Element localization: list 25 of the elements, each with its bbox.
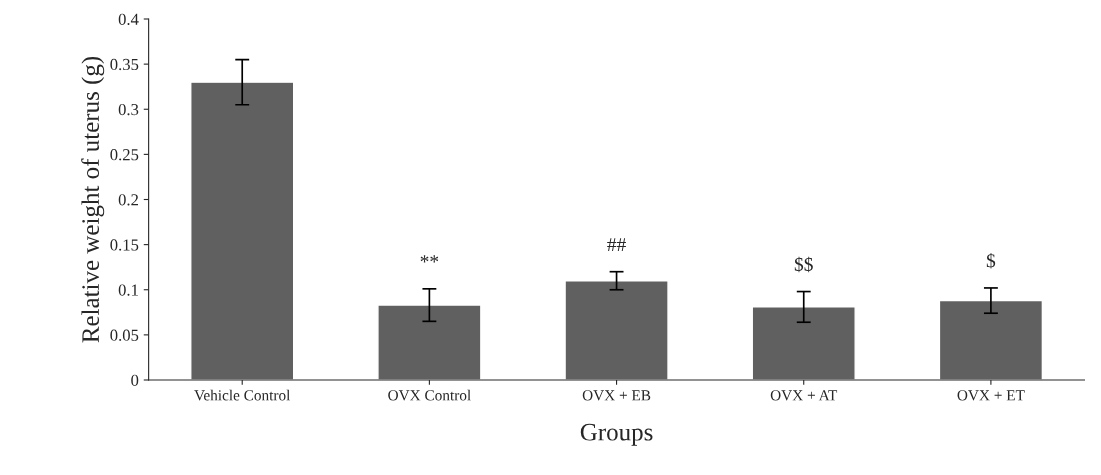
y-tick-label: 0.05 <box>110 329 139 341</box>
x-tick-label: Vehicle Control <box>194 389 291 401</box>
x-tick-label: OVX + AT <box>770 390 838 401</box>
y-axis-title: Relative weight of uterus (g) <box>81 56 105 343</box>
y-tick-label: 0.35 <box>110 58 139 71</box>
bar <box>564 280 669 380</box>
annotation: ** <box>420 255 439 263</box>
bar <box>751 306 856 380</box>
annotation: $ <box>986 253 996 269</box>
y-tick-label: 0.25 <box>110 149 139 161</box>
y-tick-label: 0.2 <box>118 194 138 206</box>
y-tick-label: 0.3 <box>118 103 139 116</box>
x-axis-title: Groups <box>580 423 653 446</box>
annotation: ## <box>607 238 626 251</box>
annotation: $$ <box>794 256 813 273</box>
y-tick-label: 0.4 <box>118 13 139 26</box>
bar <box>190 81 295 380</box>
x-tick-label: OVX + ET <box>957 390 1025 401</box>
y-tick-label: 0.15 <box>110 239 139 251</box>
bar <box>938 299 1044 380</box>
y-tick-label: 0.1 <box>118 284 138 296</box>
y-tick-label: 0 <box>131 374 139 386</box>
bar <box>377 304 482 380</box>
x-tick-label: OVX Control <box>388 389 471 401</box>
x-tick-label: OVX + EB <box>582 390 651 401</box>
